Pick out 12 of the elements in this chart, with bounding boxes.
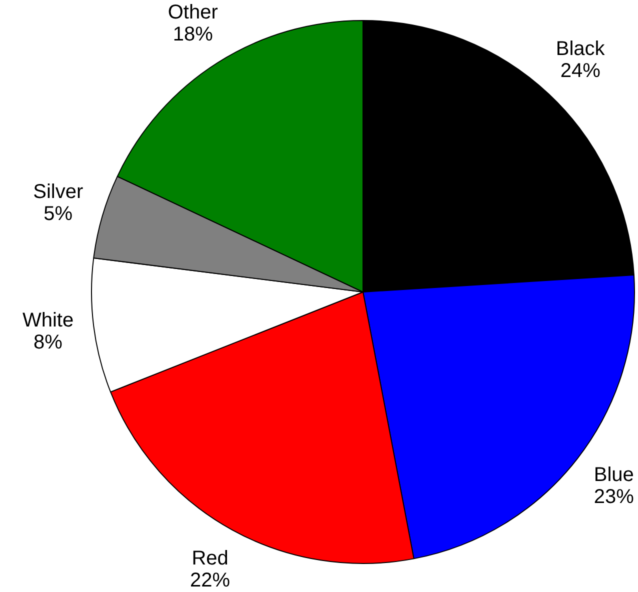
data-label: 5% (44, 202, 73, 225)
slice-label: Other (168, 1, 218, 24)
data-label: 8% (34, 331, 63, 354)
slice-label: Blue (594, 464, 634, 486)
slice-label: Silver (33, 180, 84, 203)
data-label: 18% (172, 23, 214, 46)
slice-label: Black (556, 38, 606, 60)
data-label: 23% (594, 486, 634, 508)
slice-label: Red (192, 548, 228, 570)
data-label: 24% (560, 60, 601, 82)
slice-label: White (22, 309, 74, 332)
data-label: 22% (190, 570, 230, 592)
